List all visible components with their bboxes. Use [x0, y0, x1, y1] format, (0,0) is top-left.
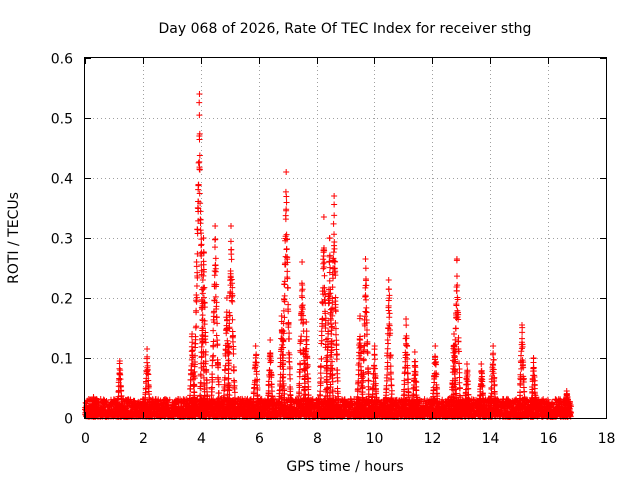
data-point: [199, 312, 206, 319]
data-point: [209, 384, 216, 391]
data-points: [82, 91, 574, 420]
data-point: [191, 382, 198, 389]
data-point: [211, 244, 218, 251]
data-point: [212, 261, 219, 268]
data-point: [253, 359, 260, 366]
data-point: [196, 112, 203, 119]
data-point: [116, 375, 123, 382]
data-point: [196, 190, 203, 197]
data-point: [230, 350, 237, 357]
data-point: [193, 307, 200, 314]
data-point: [225, 375, 232, 382]
data-point: [193, 263, 200, 270]
data-point: [282, 216, 289, 223]
data-point: [196, 152, 203, 159]
chart-title: Day 068 of 2026, Rate Of TEC Index for r…: [159, 21, 532, 37]
data-point: [196, 91, 203, 97]
data-point: [281, 314, 288, 321]
data-point: [195, 181, 202, 188]
data-point: [229, 298, 236, 305]
data-point: [281, 292, 288, 299]
data-point: [215, 381, 222, 388]
data-point: [231, 389, 238, 396]
data-point: [85, 396, 92, 403]
data-point: [230, 367, 237, 374]
data-point: [225, 366, 232, 373]
data-point: [196, 166, 203, 173]
data-point: [210, 327, 217, 334]
data-point: [215, 376, 222, 383]
data-point: [228, 251, 235, 258]
data-point: [166, 396, 173, 403]
data-point: [198, 241, 205, 248]
data-point: [199, 276, 206, 283]
data-point: [279, 341, 286, 348]
data-point: [212, 236, 219, 243]
data-point: [193, 292, 200, 299]
data-point: [285, 301, 292, 308]
data-point: [103, 398, 110, 405]
data-point: [252, 362, 259, 369]
data-point: [196, 99, 203, 106]
data-point: [144, 346, 151, 352]
data-point: [284, 284, 291, 291]
data-point: [199, 340, 206, 347]
data-point: [283, 199, 290, 206]
data-point: [253, 351, 260, 358]
data-point: [212, 255, 219, 262]
data-point: [226, 349, 233, 356]
data-point: [267, 337, 274, 343]
data-point: [222, 367, 229, 374]
data-point: [284, 268, 291, 275]
data-point: [224, 337, 231, 344]
data-point: [196, 158, 203, 165]
data-point: [228, 256, 235, 263]
data-point: [228, 223, 235, 229]
data-point: [283, 245, 290, 252]
data-point: [211, 272, 218, 279]
data-point: [197, 379, 204, 386]
data-point: [283, 193, 290, 200]
grid-lines: [85, 58, 606, 418]
data-point: [193, 323, 200, 330]
data-point: [210, 352, 217, 359]
data-point: [227, 238, 234, 245]
data-point: [196, 136, 203, 143]
data-point: [284, 275, 291, 282]
data-point: [212, 268, 219, 275]
data-point: [144, 359, 151, 366]
data-point: [191, 389, 198, 396]
data-point: [193, 283, 200, 290]
data-point: [210, 338, 217, 345]
data-point: [195, 159, 202, 166]
data-point: [212, 223, 219, 229]
data-point: [252, 343, 259, 349]
data-point: [214, 320, 221, 327]
data-point: [283, 207, 290, 214]
data-point: [213, 332, 220, 339]
data-point: [199, 290, 206, 297]
data-point: [209, 371, 216, 378]
data-point: [225, 357, 232, 364]
